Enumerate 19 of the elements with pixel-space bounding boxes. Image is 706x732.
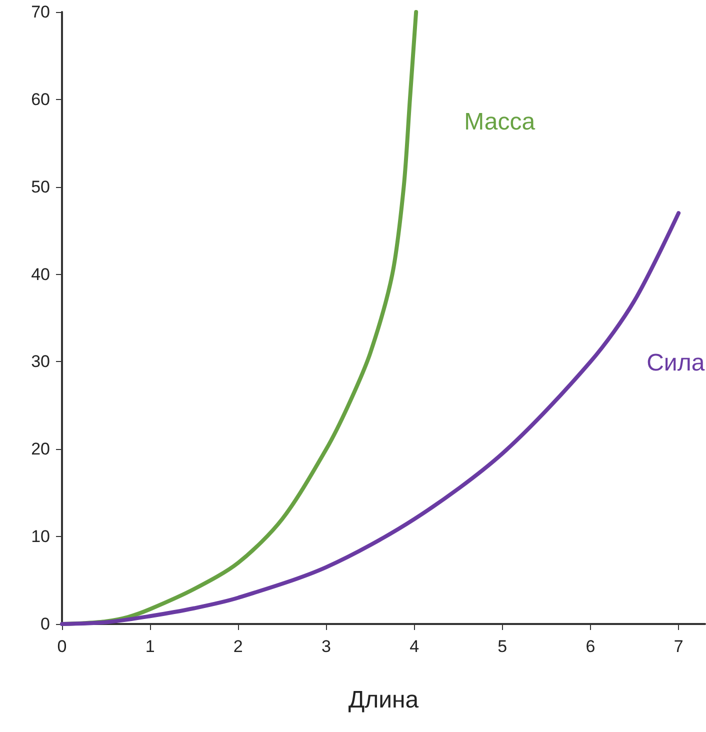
y-tick-label: 40 (31, 264, 50, 284)
y-tick-label: 60 (31, 90, 50, 109)
series-label: Сила (646, 350, 706, 377)
y-tick-label: 10 (31, 527, 50, 546)
x-tick-label: 6 (586, 637, 596, 656)
text: Масса (464, 108, 536, 136)
x-tick-label: 1 (145, 637, 155, 656)
x-tick-label: 2 (233, 637, 243, 656)
y-tick-label: 0 (40, 614, 50, 634)
x-tick-label: 4 (410, 637, 420, 656)
x-tick-label: 7 (674, 637, 684, 656)
x-axis-title: Длина (348, 686, 420, 714)
x-tick-label: 3 (322, 637, 331, 656)
x-tick-label: 0 (57, 637, 67, 656)
y-tick-label: 20 (31, 440, 50, 459)
y-tick-label: 50 (31, 177, 50, 196)
x-tick-label: 5 (498, 637, 508, 656)
y-tick-label: 30 (31, 352, 50, 372)
y-tick-label: 70 (31, 2, 50, 22)
